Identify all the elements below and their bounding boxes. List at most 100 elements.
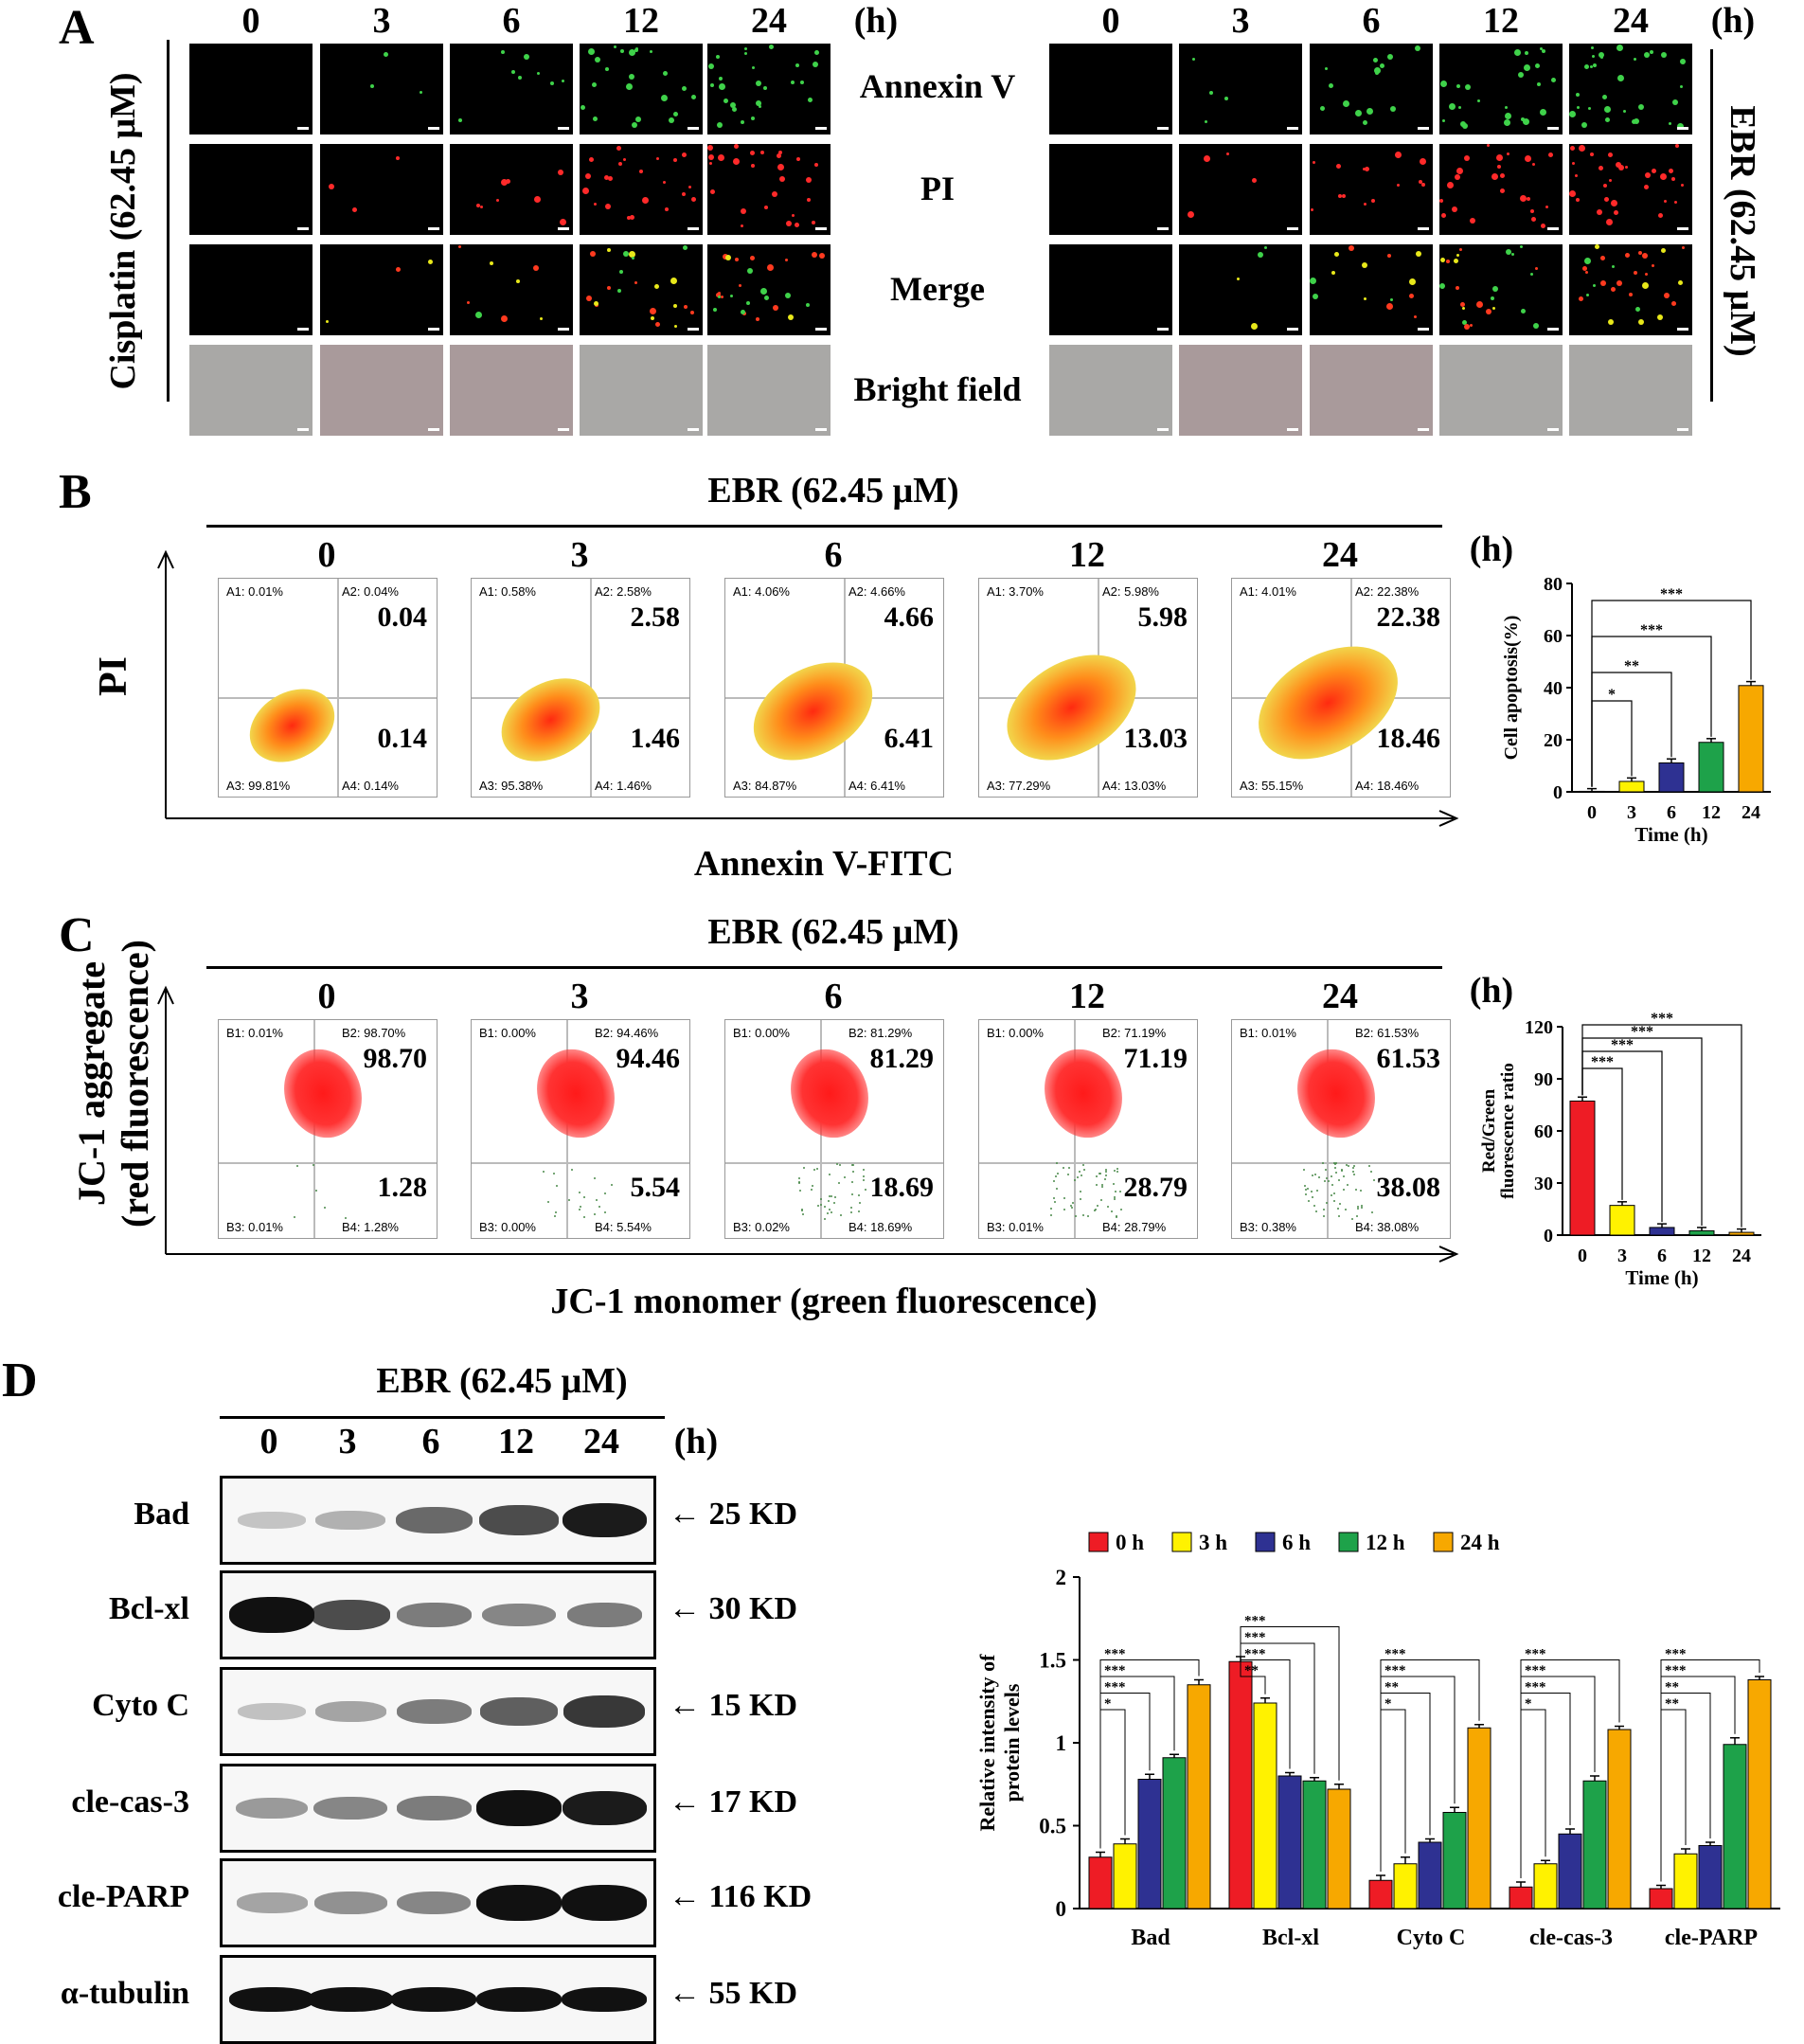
cell-dot: [1511, 253, 1514, 256]
cell-dot: [589, 157, 594, 162]
cell-dot: [1545, 206, 1548, 208]
green-dot: [1360, 1190, 1362, 1192]
green-dot: [851, 1164, 853, 1166]
green-dot: [1334, 1167, 1336, 1169]
quadrant-b1: B1: 0.00%: [733, 1026, 790, 1040]
green-dot: [1054, 1201, 1056, 1203]
cell-dot: [1634, 58, 1636, 61]
y-tick-label: 30: [1534, 1174, 1553, 1194]
scale-bar: [1287, 328, 1298, 331]
cell-dot: [682, 152, 687, 157]
green-dot: [1099, 1173, 1101, 1174]
green-dot: [1053, 1197, 1055, 1199]
y-axis-label-line1: Red/Green: [1479, 1088, 1499, 1173]
late-apoptosis-value: 5.98: [1137, 601, 1188, 633]
cell-dot: [1645, 273, 1648, 276]
cell-dot: [1664, 200, 1667, 203]
green-dot: [1116, 1216, 1117, 1218]
cell-dot: [650, 50, 652, 53]
cell-dot: [1530, 273, 1533, 276]
green-dot: [1355, 1189, 1357, 1191]
monomer-value: 28.79: [1123, 1172, 1188, 1203]
cell-dot: [1680, 59, 1686, 64]
scale-bar: [297, 227, 309, 230]
panel-c-unit: (h): [1469, 971, 1514, 1011]
cell-dot: [713, 308, 717, 312]
cell-dot: [1504, 119, 1510, 126]
cell-dot: [1590, 65, 1593, 68]
green-dot: [1328, 1180, 1330, 1182]
cell-dot: [562, 80, 564, 82]
green-dot: [1114, 1198, 1116, 1200]
cell-dot: [582, 188, 589, 194]
cell-dot: [1334, 252, 1339, 257]
cell-dot: [524, 54, 529, 60]
category-label: Bad: [1131, 1926, 1170, 1950]
scale-bar: [1157, 428, 1169, 431]
quadrant-b4: B4: 1.28%: [342, 1220, 399, 1234]
cell-dot: [384, 52, 388, 57]
bright-field-image: [1569, 345, 1692, 436]
green-dot: [1070, 1205, 1072, 1207]
green-dot: [1063, 1197, 1065, 1199]
lane-header: 0: [259, 1422, 278, 1461]
green-dot: [345, 1217, 347, 1219]
cell-dot: [585, 173, 591, 179]
cell-dot: [1521, 309, 1526, 314]
green-dot: [1345, 1209, 1347, 1210]
green-dot: [1307, 1188, 1309, 1190]
protein-band: [476, 1790, 562, 1826]
green-dot: [1113, 1183, 1115, 1185]
aggregate-value: 71.19: [1123, 1043, 1188, 1074]
cell-dot: [1486, 309, 1491, 314]
cell-dot: [1530, 209, 1534, 213]
cell-dot: [777, 164, 784, 170]
quadrant-b2: B2: 71.19%: [1102, 1026, 1167, 1040]
molecular-weight-label: ← 25 KD: [669, 1497, 797, 1532]
molecular-weight-label: ← 30 KD: [669, 1591, 797, 1626]
cell-dot: [1409, 278, 1416, 285]
green-dot: [1107, 1206, 1109, 1208]
protein-band: [311, 1600, 390, 1630]
green-dot: [811, 1189, 813, 1191]
green-dot: [1080, 1198, 1081, 1200]
cell-dot: [1600, 256, 1605, 260]
green-dot: [798, 1182, 800, 1184]
cell-dot: [1535, 63, 1540, 68]
green-dot: [1338, 1215, 1340, 1217]
y-tick-label: 60: [1544, 626, 1563, 647]
cell-dot: [663, 71, 668, 76]
cell-dot: [1455, 174, 1460, 180]
bar: [1658, 762, 1685, 793]
cell-dot: [642, 197, 649, 204]
cell-dot: [1336, 164, 1341, 169]
panel-c-ylabel-line1: JC-1 aggregate: [70, 960, 113, 1207]
cell-dot: [1682, 246, 1685, 249]
time-header: 0: [1101, 1, 1120, 41]
protein-band: [482, 1603, 556, 1627]
molecular-weight-label: ← 15 KD: [669, 1688, 797, 1723]
green-dot: [1331, 1175, 1332, 1177]
scale-bar: [1157, 328, 1169, 331]
time-header: 3: [570, 977, 589, 1016]
green-dot: [1315, 1210, 1317, 1212]
cell-dot: [326, 320, 329, 323]
cell-dot: [604, 175, 609, 180]
green-dot: [1115, 1191, 1116, 1192]
bar: [1368, 1879, 1393, 1910]
panel-a-right-bracket: [1710, 49, 1713, 402]
bright-field-image: [320, 345, 443, 436]
fluorescence-image: [320, 244, 443, 335]
cell-dot: [1629, 293, 1633, 296]
y-tick-label: 0.5: [1039, 1815, 1066, 1838]
cell-dot: [795, 223, 799, 227]
scale-bar: [1418, 227, 1429, 230]
significance-mark: ***: [1104, 1680, 1126, 1695]
cell-dot: [1537, 82, 1541, 86]
green-dot: [1304, 1185, 1306, 1187]
time-header: 3: [1231, 1, 1250, 41]
bright-field-image: [189, 345, 313, 436]
bar: [1618, 780, 1645, 793]
late-apoptosis-value: 0.04: [377, 601, 428, 633]
